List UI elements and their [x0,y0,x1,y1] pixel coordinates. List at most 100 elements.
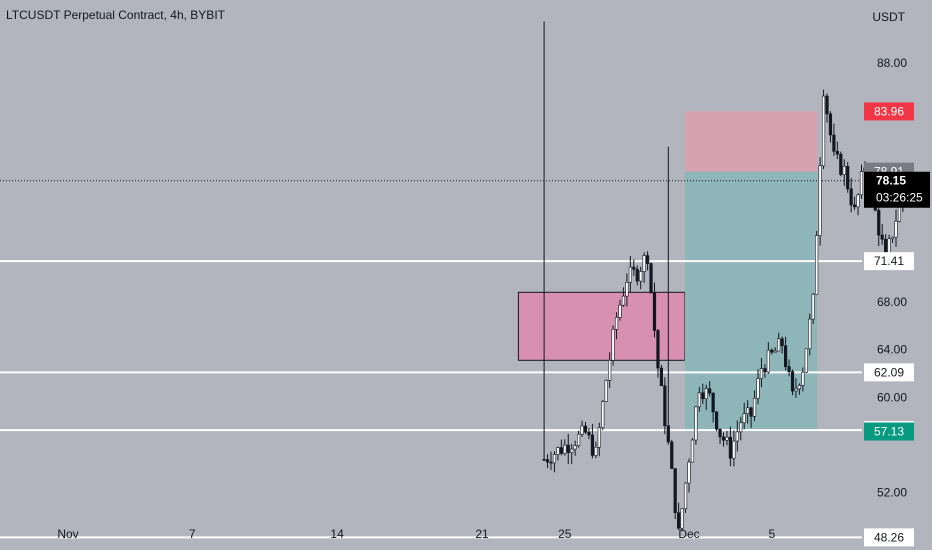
candle-body [549,461,553,464]
candle [821,89,826,170]
candle [642,252,646,283]
candle-body [639,271,643,282]
candle-body [894,220,898,238]
candle-body [725,436,729,441]
candle [766,342,770,374]
candle [890,236,895,243]
candle [773,347,777,353]
candle-body [763,368,767,373]
candle-body [804,348,808,373]
candles [542,21,919,532]
candle-body [897,205,902,222]
candle [704,384,708,410]
candle [680,508,684,532]
candle-body [790,371,795,392]
candle [894,209,898,247]
x-tick-label-1: 7 [189,527,196,541]
current-price-box [864,171,930,208]
candle-body [825,95,829,115]
candle [628,255,632,293]
candle-body [797,385,801,390]
candle [846,162,850,193]
price-badge-bg-2 [864,422,914,441]
candle [556,446,560,461]
candle-body [739,422,743,433]
candle [587,427,591,440]
candle [563,439,567,456]
candle-body [852,204,857,208]
candle-body [608,360,612,381]
candle [670,439,674,469]
candle [570,443,574,465]
candle-body [832,134,836,152]
candle-body [846,166,850,190]
candle-body [701,392,705,400]
candle [542,21,546,461]
x-tick-label-2: 14 [330,527,344,541]
candle-body [711,392,715,413]
candle [721,432,726,447]
candle [811,292,815,324]
candle-body [856,194,860,208]
candle [659,364,663,387]
candle [808,313,812,356]
candle-body [849,188,853,206]
candle [573,440,577,456]
candle-body [645,255,650,264]
candle [666,146,670,445]
candle-body [839,153,843,175]
candle [787,359,791,377]
candle [649,262,653,294]
candle-body [563,444,567,454]
candle [790,369,795,396]
y-tick-label-2: 64.00 [877,343,907,357]
candle-body [801,371,805,386]
candle [708,381,712,397]
candle [759,358,764,388]
candle [777,332,781,352]
candle [794,378,798,398]
candle-body [808,318,812,350]
candle-body [749,407,753,417]
price-badge-bg-0 [864,102,914,121]
candle [783,336,788,371]
candle-body [621,295,626,306]
candle-body [580,425,584,435]
candle-body [594,446,598,456]
candle-body [687,461,691,484]
candle [635,265,639,286]
candle [608,352,612,389]
demand-zone [517,291,686,361]
x-tick-label-5: Dec [678,527,699,541]
candle [725,430,729,446]
candle [832,123,836,156]
countdown-label: 03:26:25 [876,191,923,205]
candle [576,430,581,448]
candle [804,348,808,373]
candle [580,420,584,437]
candle [656,329,660,378]
candle-body [611,329,615,361]
candle [842,159,846,187]
candle [718,428,722,444]
candle [701,383,705,405]
candle [735,420,739,452]
candle-body [859,171,864,196]
candle [614,312,619,340]
candle-body [742,413,746,424]
candle-body [787,366,791,372]
candle-body [783,345,788,367]
candle-body [815,235,819,295]
candle [559,439,563,456]
candle [552,451,557,473]
candle-body [652,292,657,331]
level-label-1: 62.09 [874,365,904,379]
candle [549,451,553,471]
level-label-3: 48.26 [874,530,904,544]
candle-body [877,209,881,236]
candle-body [794,388,798,392]
candle-body [604,380,608,402]
candle-body [680,508,684,529]
candle-body [635,268,639,282]
